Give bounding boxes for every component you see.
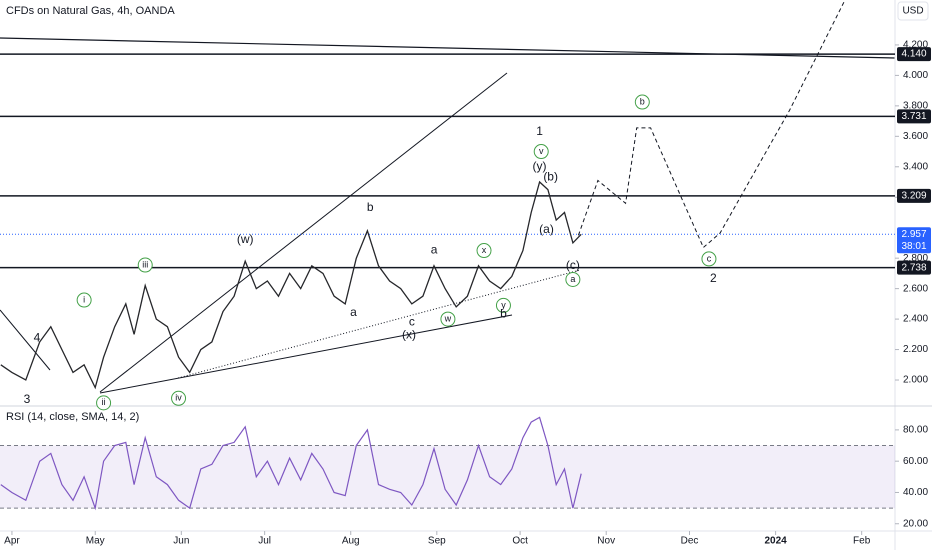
wave-label: (c) (566, 258, 580, 272)
x-tick-label: Feb (853, 536, 871, 547)
wave-label: v (539, 146, 544, 156)
level-label: 3.209 (901, 191, 926, 202)
trend-line (177, 269, 581, 379)
wave-label: (b) (543, 170, 558, 184)
currency: USD (902, 6, 923, 17)
level-tag (897, 188, 931, 203)
wave-label: 2 (710, 271, 717, 285)
wave-label: b (640, 96, 645, 106)
y-tick-label: 2.000 (903, 375, 928, 386)
wave-label: iii (142, 259, 148, 269)
y-tick-label: 2.400 (903, 314, 928, 325)
x-tick-label: Jun (173, 536, 189, 547)
wave-label: a (431, 243, 438, 257)
wave-label: a (350, 305, 357, 319)
wave-label: b (367, 200, 374, 214)
y-tick-label: 4.000 (903, 70, 928, 81)
x-tick-label: Nov (597, 536, 615, 547)
x-tick-label: Aug (342, 536, 360, 547)
trend-line (99, 72, 508, 393)
countdown: 38:01 (901, 241, 926, 252)
projection-line (577, 0, 846, 249)
wave-label: 4 (34, 330, 41, 344)
level-tag (897, 109, 931, 124)
wave-label: (x) (402, 327, 416, 341)
y-tick-label: 4.200 (903, 40, 928, 51)
last-price-label: 2.957 (901, 229, 926, 240)
wave-circle (565, 271, 581, 287)
rsi-y-tick-label: 60.00 (903, 456, 928, 467)
rsi-y-tick-label: 80.00 (903, 425, 928, 436)
wave-circle (440, 311, 456, 327)
wave-label: 1 (536, 124, 543, 138)
price-line (0, 180, 582, 390)
rsi-y-tick-label: 40.00 (903, 487, 928, 498)
wave-circle (634, 94, 650, 110)
wave-label: y (501, 300, 506, 310)
wave-circle (171, 390, 187, 406)
level-label: 4.140 (901, 49, 926, 60)
wave-circle (476, 243, 492, 259)
y-tick-label: 2.600 (903, 283, 928, 294)
wave-label: (w) (237, 232, 254, 246)
y-tick-label: 2.800 (903, 253, 928, 264)
rsi-line (0, 416, 582, 511)
x-tick-label: Oct (512, 536, 528, 547)
wave-circle (96, 395, 112, 411)
wave-circle (495, 297, 511, 313)
level-tag (897, 260, 931, 275)
rsi-title: RSI (14, close, SMA, 14, 2) (6, 411, 139, 423)
x-tick-label: Dec (681, 536, 699, 547)
y-tick-label: 3.800 (903, 100, 928, 111)
rsi-y-tick-label: 20.00 (903, 518, 928, 529)
wave-circle (76, 292, 92, 308)
x-tick-label: 2024 (764, 536, 787, 547)
wave-label: 3 (24, 392, 31, 406)
level-label: 2.738 (901, 262, 926, 273)
chart-title: CFDs on Natural Gas, 4h, OANDA (6, 5, 175, 17)
wave-label: (y) (533, 159, 547, 173)
x-tick-label: Sep (428, 536, 446, 547)
wave-label: c (707, 253, 712, 263)
rsi-band (0, 445, 895, 509)
y-tick-label: 3.600 (903, 131, 928, 142)
currency-button[interactable] (897, 1, 929, 21)
last-price-tag (897, 227, 931, 254)
y-tick-label: 2.200 (903, 344, 928, 355)
trend-line (0, 309, 51, 371)
level-tag (897, 47, 931, 62)
y-tick-label: 3.400 (903, 161, 928, 172)
x-tick-label: Apr (4, 536, 20, 547)
wave-circle (533, 144, 549, 160)
wave-circle (137, 257, 153, 273)
x-tick-label: Jul (258, 536, 271, 547)
trend-line (99, 314, 513, 394)
wave-label: w (444, 313, 452, 323)
wave-label: c (409, 314, 415, 328)
wave-circle (701, 251, 717, 267)
wave-label: iv (175, 393, 182, 403)
level-label: 3.731 (901, 111, 926, 122)
wave-label: a (570, 274, 575, 284)
wave-label: ii (102, 397, 106, 407)
wave-label: (a) (539, 222, 554, 236)
wave-label: x (482, 245, 487, 255)
wave-label: b (500, 307, 507, 321)
x-tick-label: May (86, 536, 105, 547)
wave-label: i (83, 294, 85, 304)
